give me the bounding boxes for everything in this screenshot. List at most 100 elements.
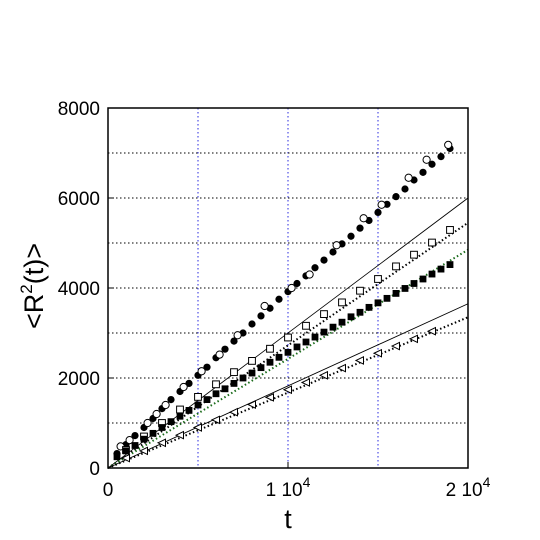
data-point: [120, 453, 130, 463]
series-open-square: [122, 226, 454, 454]
data-point: [392, 262, 400, 271]
data-point: [359, 214, 368, 223]
x-tick-label-text: 2 10: [446, 480, 483, 501]
data-point: [419, 275, 427, 283]
data-point: [302, 338, 310, 346]
data-point: [149, 429, 157, 437]
data-point: [282, 385, 292, 395]
data-point: [428, 238, 436, 247]
data-point: [372, 348, 382, 358]
y-tick-label: 8000: [58, 99, 100, 120]
fit-line-3: [107, 221, 469, 469]
y-axis-label-suffix: (t)>: [19, 243, 49, 284]
y-axis-label: <R2(t)>: [17, 243, 49, 329]
data-point: [212, 390, 220, 398]
data-point: [264, 392, 274, 402]
x-tick-label: 0: [103, 480, 114, 501]
data-point: [347, 313, 355, 321]
data-point: [365, 303, 373, 311]
data-point: [212, 380, 220, 389]
data-point: [336, 363, 346, 373]
data-point: [176, 405, 184, 414]
y-axis-label-superscript: 2: [17, 284, 36, 293]
y-tick-label: 0: [89, 459, 100, 480]
data-point: [446, 226, 454, 234]
data-point: [179, 382, 188, 392]
data-point: [156, 438, 166, 448]
data-point: [300, 378, 310, 387]
data-point: [203, 363, 211, 371]
data-point: [302, 321, 310, 330]
x-tick-label-exponent: 4: [303, 474, 311, 490]
data-point: [248, 357, 256, 365]
data-point: [257, 312, 265, 320]
data-point: [176, 412, 184, 420]
data-point: [275, 353, 283, 361]
data-point: [246, 400, 256, 409]
data-point: [305, 270, 314, 279]
data-point: [354, 356, 364, 365]
fit-line-2: [107, 303, 469, 469]
data-point: [392, 290, 400, 297]
data-point: [215, 350, 224, 359]
data-point: [248, 320, 256, 328]
series-open-circle: [116, 140, 453, 451]
data-point: [230, 368, 238, 377]
data-point: [437, 265, 445, 273]
data-point: [446, 261, 454, 268]
data-point: [401, 285, 409, 292]
data-point: [320, 328, 328, 336]
y-axis-ticks: 0 2000 4000 6000 8000: [58, 99, 114, 480]
data-point: [426, 326, 436, 336]
data-points: [113, 140, 454, 463]
fit-line-5: [107, 316, 469, 469]
data-point: [293, 343, 301, 351]
data-point: [194, 401, 202, 409]
data-point: [239, 374, 247, 382]
series-filled-square: [113, 261, 454, 461]
data-point: [203, 396, 211, 403]
series-open-triangle: [120, 326, 436, 463]
data-point: [248, 369, 256, 377]
data-point: [320, 256, 328, 264]
data-point: [275, 295, 283, 303]
data-point: [167, 396, 175, 404]
x-tick-label: 1 104: [266, 474, 311, 501]
data-point: [392, 193, 400, 201]
data-point: [404, 173, 413, 182]
data-point: [138, 446, 148, 456]
data-point: [131, 442, 139, 449]
data-point: [257, 364, 265, 372]
data-point: [383, 294, 391, 302]
data-point: [131, 432, 139, 440]
data-point: [329, 323, 337, 331]
data-point: [122, 447, 130, 455]
series-filled-circle: [113, 144, 454, 458]
y-tick-label: 4000: [58, 279, 100, 300]
x-tick-label: 2 104: [446, 474, 491, 501]
data-point: [374, 299, 382, 307]
y-tick-label: 6000: [58, 189, 100, 210]
data-point: [125, 436, 134, 445]
data-point: [428, 270, 436, 278]
data-point: [401, 185, 409, 193]
data-point: [377, 200, 386, 209]
data-point: [444, 140, 453, 149]
data-point: [311, 264, 319, 272]
data-point: [167, 418, 175, 426]
data-point: [284, 333, 292, 342]
data-point: [266, 358, 274, 366]
data-point: [374, 275, 382, 283]
data-point: [230, 380, 238, 387]
data-point: [329, 248, 337, 256]
data-point: [318, 370, 328, 380]
data-point: [408, 334, 418, 344]
data-point: [437, 153, 445, 161]
x-axis-label: t: [284, 504, 292, 534]
data-point: [185, 407, 193, 414]
data-point: [356, 286, 364, 295]
data-point: [197, 367, 206, 376]
data-point: [266, 344, 274, 353]
